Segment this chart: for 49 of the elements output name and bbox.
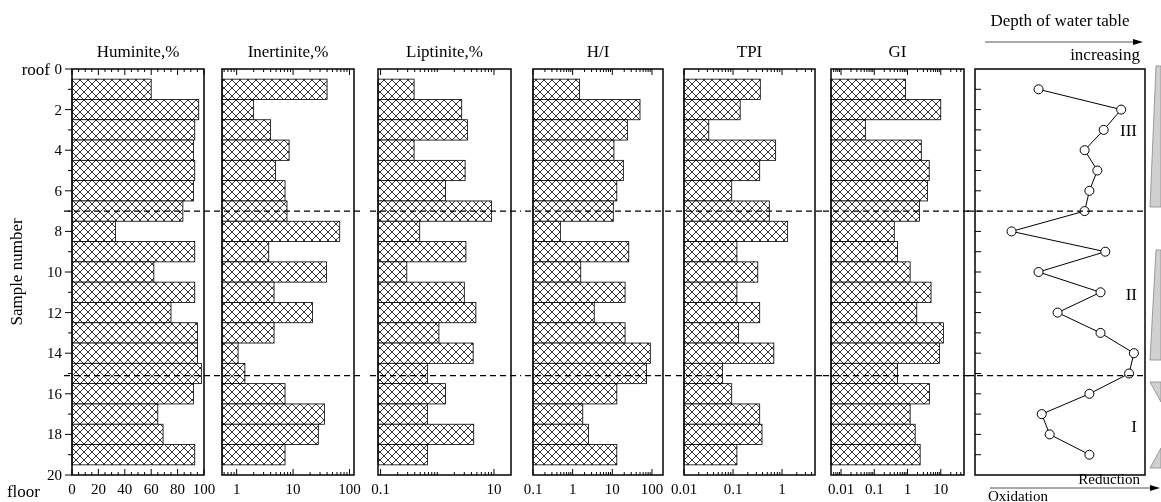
- x-tick-label: 10: [604, 481, 620, 497]
- text: roof: [21, 60, 51, 79]
- annotation: III: [1120, 121, 1138, 140]
- x-tick-label: 1: [232, 481, 241, 497]
- chart-title: Huminite,%: [96, 42, 180, 61]
- x-tick-label: 60: [143, 481, 159, 497]
- x-tick-label: 40: [117, 481, 133, 497]
- x-tick-label: 100: [640, 481, 664, 497]
- y-tick-label: 4: [54, 142, 63, 159]
- chart-title: Depth of water table: [990, 11, 1130, 30]
- x-tick-label: 0.01: [827, 481, 855, 497]
- chart-title: Inertinite,%: [247, 42, 329, 61]
- x-tick-label: 80: [170, 481, 186, 497]
- x-tick-label: 10: [486, 481, 502, 497]
- x-tick-label: 10: [933, 481, 949, 497]
- annotation: Reduction: [1078, 471, 1141, 487]
- y-tick-label: 0: [54, 61, 62, 77]
- x-tick-label: 10: [285, 481, 301, 497]
- y-tick-label: 18: [47, 426, 62, 443]
- chart-subtitle: increasing: [1070, 45, 1141, 64]
- x-tick-label: 0: [68, 481, 76, 497]
- text: Oxidation: [988, 488, 1049, 502]
- x-tick-label: 0.1: [723, 481, 743, 497]
- x-tick-label: 1: [903, 481, 912, 497]
- chart-title: TPI: [736, 42, 763, 61]
- y-tick-label: 2: [54, 101, 62, 118]
- annotation: I: [1131, 417, 1138, 436]
- y-tick-label: 16: [47, 385, 63, 402]
- annotation: II: [1125, 285, 1138, 304]
- y-tick-label: 14: [47, 345, 63, 362]
- y-tick-label: 10: [47, 264, 62, 280]
- x-tick-label: 100: [338, 481, 361, 497]
- x-tick-label: 100: [192, 481, 216, 497]
- y-tick-label: 6: [54, 182, 63, 199]
- chart-title: Liptinite,%: [406, 42, 483, 61]
- x-tick-label: 1: [778, 481, 786, 497]
- chart-title: H/I: [586, 42, 610, 61]
- x-tick-label: 0.1: [371, 481, 390, 497]
- x-tick-label: 20: [90, 481, 106, 497]
- y-tick-label: 12: [47, 304, 62, 321]
- y-axis-title: Sample number: [7, 218, 26, 326]
- chart-title: GI: [888, 42, 907, 61]
- y-tick-label: 8: [54, 223, 62, 240]
- x-tick-label: 0.1: [523, 481, 543, 497]
- x-tick-label: 0.01: [670, 481, 698, 497]
- x-tick-label: 0.1: [864, 481, 884, 497]
- text: floor: [6, 482, 41, 501]
- x-tick-label: 1: [568, 481, 577, 497]
- y-tick-label: 20: [47, 467, 62, 483]
